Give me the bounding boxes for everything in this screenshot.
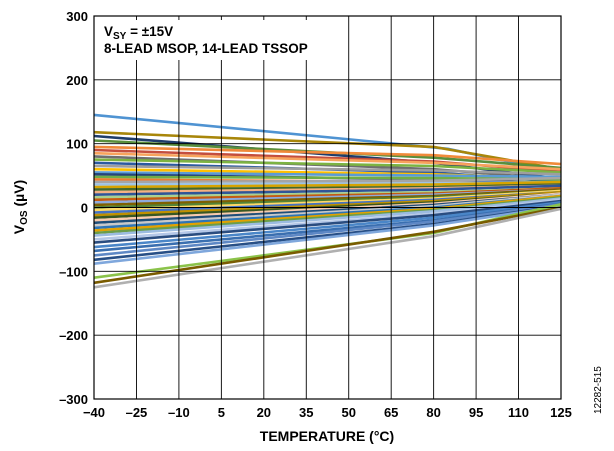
y-axis-title-v: V xyxy=(11,224,27,234)
x-tick-label: 50 xyxy=(341,405,355,420)
x-tick-label: 65 xyxy=(384,405,398,420)
annotation-package: 8-LEAD MSOP, 14-LEAD TSSOP xyxy=(104,41,308,56)
plot-frame xyxy=(93,15,562,400)
x-axis-title: TEMPERATURE (°C) xyxy=(260,428,394,444)
y-tick-labels: 300 200 100 0 –100 –200 –300 xyxy=(59,9,88,407)
y-tick-label: –300 xyxy=(59,392,88,407)
x-tick-label: 20 xyxy=(257,405,271,420)
x-tick-label: 95 xyxy=(469,405,483,420)
annotation-supply-v: V xyxy=(104,24,113,39)
y-tick-label: 0 xyxy=(81,201,88,216)
y-tick-label: 100 xyxy=(66,137,88,152)
x-tick-label: 110 xyxy=(508,405,529,420)
x-tick-label: 80 xyxy=(426,405,440,420)
x-tick-labels: −40 –25 –10 5 20 35 50 65 80 95 110 125 xyxy=(83,405,572,420)
x-tick-label: 125 xyxy=(550,405,572,420)
y-tick-label: 300 xyxy=(66,9,88,24)
figure-id: 12282-515 xyxy=(593,366,604,414)
annotation-box xyxy=(98,20,344,60)
x-tick-label: 5 xyxy=(218,405,225,420)
x-tick-label: –25 xyxy=(126,405,148,420)
x-tick-label: –10 xyxy=(168,405,190,420)
annotation-supply: VSY = ±15V xyxy=(104,24,173,42)
annotation-supply-value: = ±15V xyxy=(126,24,173,39)
x-tick-label: 35 xyxy=(299,405,313,420)
y-axis-title: VOS (µV) xyxy=(11,180,30,234)
y-axis-title-sub: OS xyxy=(19,210,30,225)
y-tick-label: –200 xyxy=(59,328,88,343)
y-axis-title-unit: (µV) xyxy=(11,180,27,211)
x-tick-label: −40 xyxy=(83,405,105,420)
y-tick-label: –100 xyxy=(59,264,88,279)
y-tick-label: 200 xyxy=(66,73,88,88)
annotation-supply-sub: SY xyxy=(113,31,127,42)
